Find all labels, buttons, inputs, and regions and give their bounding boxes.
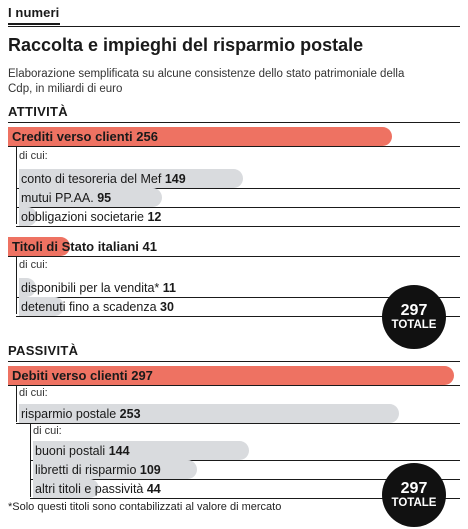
row-label: risparmio postale — [21, 407, 117, 421]
total-badge: 297 TOTALE — [382, 285, 446, 349]
row-rule — [30, 460, 460, 461]
group-label: Debiti verso clienti 297 — [12, 368, 153, 383]
row-rule — [16, 226, 460, 227]
row-value: 41 — [142, 239, 157, 254]
child-bar — [19, 404, 399, 423]
row-value: 11 — [162, 281, 176, 295]
section-heading-rule — [8, 361, 460, 362]
total-label: TOTALE — [391, 497, 437, 509]
section-tag-underline — [8, 23, 60, 25]
child-row: obbligazioni societarie 12 — [21, 210, 161, 224]
grandchild-row: altri titoli e passività 44 — [35, 482, 161, 496]
row-label: altri titoli e passività — [35, 482, 144, 496]
row-value: 95 — [97, 191, 112, 205]
row-value: 109 — [139, 463, 161, 477]
row-label: Debiti verso clienti — [12, 368, 128, 383]
child-row: risparmio postale 253 — [21, 407, 141, 421]
row-value: 44 — [146, 482, 161, 496]
section-heading-rule — [8, 122, 460, 123]
group-rule — [8, 146, 460, 147]
row-label: buoni postali — [35, 444, 106, 458]
di-cui-label: di cui: — [19, 259, 48, 271]
section-tag: I numeri — [8, 5, 60, 20]
row-value: 149 — [164, 172, 186, 186]
section-heading: PASSIVITÀ — [8, 343, 79, 358]
row-label: mutui PP.AA. — [21, 191, 94, 205]
header-divider — [8, 26, 460, 27]
grandchild-row: buoni postali 144 — [35, 444, 130, 458]
total-label: TOTALE — [391, 319, 437, 331]
group-rule — [8, 385, 460, 386]
row-value: 297 — [131, 368, 153, 383]
total-value: 297 — [400, 480, 428, 497]
page-subtitle: Elaborazione semplificata su alcune cons… — [8, 68, 405, 95]
indent-guide — [16, 256, 17, 314]
group-rule — [8, 256, 460, 257]
child-row: mutui PP.AA. 95 — [21, 191, 111, 205]
group-bar — [8, 237, 70, 256]
indent-guide — [16, 146, 17, 224]
row-rule — [30, 498, 460, 499]
group-bar — [8, 366, 454, 385]
row-value: 144 — [108, 444, 130, 458]
total-badge: 297 TOTALE — [382, 463, 446, 527]
row-label: Titoli di Stato italiani — [12, 239, 139, 254]
group-label: Titoli di Stato italiani 41 — [12, 239, 157, 254]
row-rule — [30, 479, 460, 480]
page-title: Raccolta e impieghi del risparmio postal… — [8, 35, 364, 55]
total-value: 297 — [400, 302, 428, 319]
group-label: Crediti verso clienti 256 — [12, 129, 158, 144]
row-value: 12 — [147, 210, 162, 224]
di-cui-label: di cui: — [19, 150, 48, 162]
row-value: 256 — [136, 129, 158, 144]
child-row: conto di tesoreria del Mef 149 — [21, 172, 186, 186]
section-heading: ATTIVITÀ — [8, 104, 68, 119]
child-bar — [19, 297, 64, 316]
row-label: libretti di risparmio — [35, 463, 137, 477]
row-label: Crediti verso clienti — [12, 129, 133, 144]
row-label: disponibili per la vendita* — [21, 281, 160, 295]
footnote: *Solo questi titoli sono contabilizzati … — [8, 501, 282, 513]
row-rule — [16, 316, 460, 317]
row-label: obbligazioni societarie — [21, 210, 144, 224]
row-rule — [16, 297, 460, 298]
row-value: 30 — [160, 300, 174, 314]
row-label: detenuti fino a scadenza — [21, 300, 157, 314]
grandchild-bar — [33, 460, 197, 479]
grandchild-row: libretti di risparmio 109 — [35, 463, 161, 477]
child-bar — [19, 278, 36, 297]
grandchild-bar — [33, 441, 249, 460]
child-row: detenuti fino a scadenza 30 — [21, 300, 174, 314]
child-bar — [19, 207, 37, 226]
child-row: disponibili per la vendita* 11 — [21, 281, 176, 295]
indent-guide — [16, 385, 17, 422]
row-rule — [16, 423, 460, 424]
row-value: 253 — [119, 407, 141, 421]
row-rule — [16, 188, 460, 189]
di-cui-label: di cui: — [33, 425, 62, 437]
child-bar — [19, 188, 162, 207]
row-label: conto di tesoreria del Mef — [21, 172, 162, 186]
di-cui-label: di cui: — [19, 387, 48, 399]
row-rule — [16, 207, 460, 208]
child-bar — [19, 169, 243, 188]
group-bar — [8, 127, 392, 146]
grandchild-bar — [33, 479, 99, 498]
